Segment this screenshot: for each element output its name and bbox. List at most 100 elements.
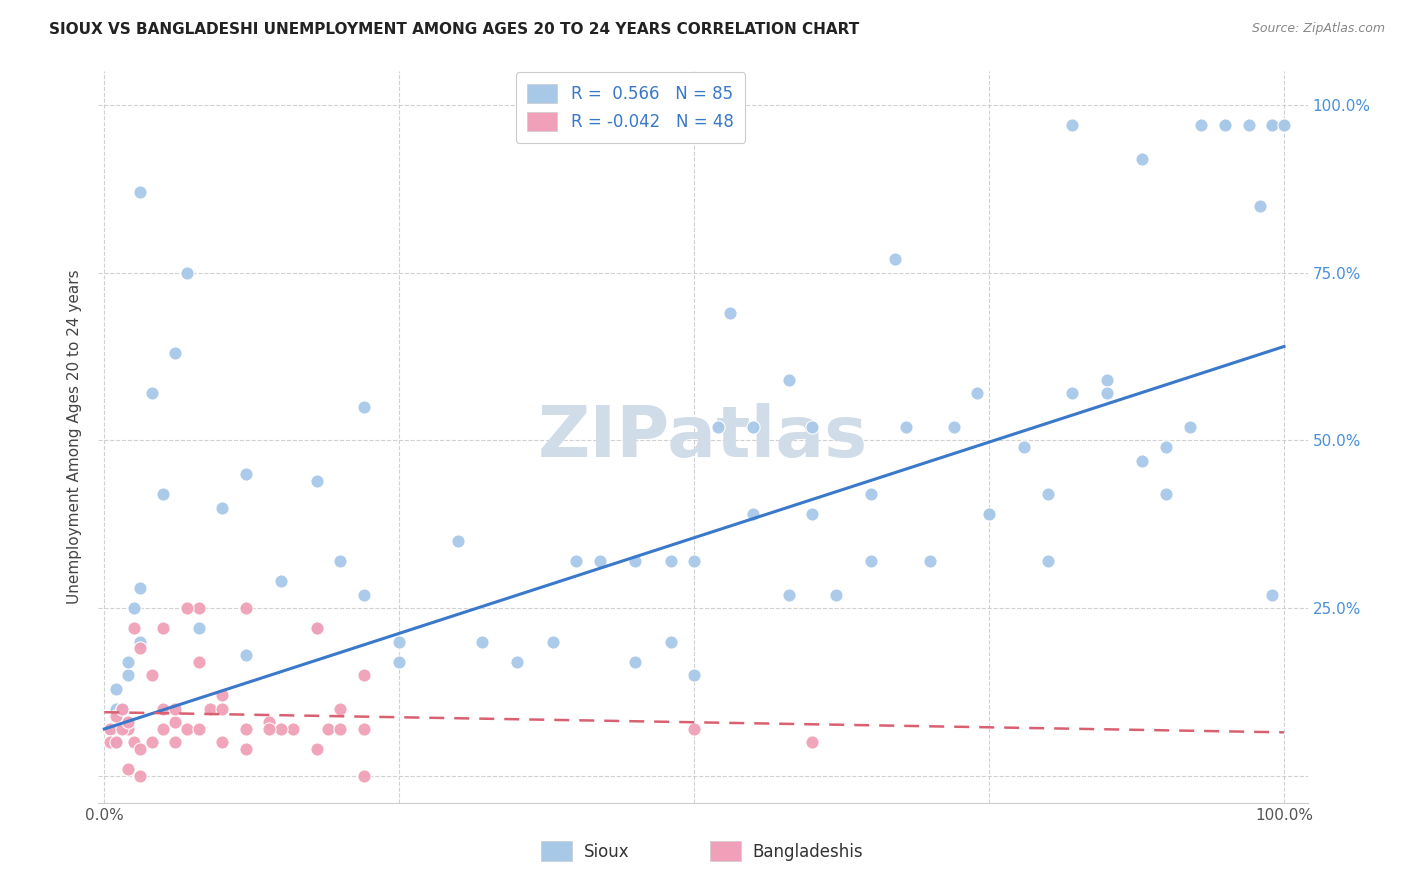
- Point: [98, 722, 121, 736]
- Point: [117, 655, 139, 669]
- Point: [187, 621, 209, 635]
- Point: [1095, 373, 1118, 387]
- Point: [329, 722, 352, 736]
- Point: [1036, 487, 1059, 501]
- Text: Source: ZipAtlas.com: Source: ZipAtlas.com: [1251, 22, 1385, 36]
- Point: [801, 420, 824, 434]
- Point: [111, 702, 134, 716]
- Point: [122, 601, 145, 615]
- Point: [1060, 386, 1083, 401]
- Point: [211, 500, 233, 515]
- Point: [447, 534, 470, 549]
- Point: [329, 554, 352, 568]
- Point: [98, 735, 121, 749]
- Point: [152, 487, 174, 501]
- Point: [860, 554, 883, 568]
- Point: [742, 420, 765, 434]
- Point: [942, 420, 965, 434]
- Point: [1154, 440, 1177, 454]
- Point: [128, 769, 150, 783]
- Point: [176, 601, 198, 615]
- Text: Sioux: Sioux: [583, 843, 628, 861]
- Bar: [710, 841, 741, 861]
- Point: [122, 735, 145, 749]
- Point: [152, 621, 174, 635]
- Point: [235, 467, 257, 481]
- Point: [659, 634, 682, 648]
- Point: [1014, 440, 1036, 454]
- Point: [1154, 487, 1177, 501]
- Text: SIOUX VS BANGLADESHI UNEMPLOYMENT AMONG AGES 20 TO 24 YEARS CORRELATION CHART: SIOUX VS BANGLADESHI UNEMPLOYMENT AMONG …: [49, 22, 859, 37]
- Point: [141, 668, 163, 682]
- Point: [176, 266, 198, 280]
- Point: [683, 722, 706, 736]
- Point: [683, 668, 706, 682]
- Point: [1095, 386, 1118, 401]
- Point: [1272, 118, 1295, 132]
- Point: [187, 601, 209, 615]
- Point: [742, 508, 765, 522]
- Point: [824, 588, 846, 602]
- Point: [111, 722, 134, 736]
- Point: [896, 420, 918, 434]
- Point: [105, 681, 128, 696]
- Point: [128, 634, 150, 648]
- Point: [1213, 118, 1236, 132]
- Point: [1272, 118, 1295, 132]
- Point: [778, 373, 800, 387]
- Point: [165, 715, 187, 730]
- Point: [128, 185, 150, 199]
- Point: [305, 621, 328, 635]
- Point: [801, 508, 824, 522]
- Point: [117, 762, 139, 776]
- Point: [122, 621, 145, 635]
- Point: [353, 588, 375, 602]
- Point: [329, 702, 352, 716]
- Point: [165, 346, 187, 360]
- Point: [801, 735, 824, 749]
- Point: [235, 601, 257, 615]
- Point: [200, 702, 222, 716]
- Point: [152, 702, 174, 716]
- Point: [305, 621, 328, 635]
- Point: [1189, 118, 1212, 132]
- Point: [211, 735, 233, 749]
- Point: [1060, 118, 1083, 132]
- Point: [117, 715, 139, 730]
- Point: [111, 702, 134, 716]
- Point: [117, 715, 139, 730]
- Point: [471, 634, 494, 648]
- Point: [683, 554, 706, 568]
- Point: [128, 641, 150, 656]
- Point: [270, 574, 292, 589]
- Text: Bangladeshis: Bangladeshis: [752, 843, 863, 861]
- Point: [1132, 453, 1154, 467]
- Point: [1272, 118, 1295, 132]
- Bar: [541, 841, 572, 861]
- Point: [259, 715, 281, 730]
- Point: [589, 554, 612, 568]
- Point: [105, 708, 128, 723]
- Point: [305, 742, 328, 756]
- Point: [270, 722, 292, 736]
- Point: [860, 487, 883, 501]
- Point: [541, 634, 564, 648]
- Point: [1261, 118, 1284, 132]
- Point: [141, 386, 163, 401]
- Point: [235, 742, 257, 756]
- Point: [98, 722, 121, 736]
- Point: [1213, 118, 1236, 132]
- Point: [187, 655, 209, 669]
- Point: [353, 769, 375, 783]
- Point: [128, 742, 150, 756]
- Point: [165, 735, 187, 749]
- Point: [128, 581, 150, 595]
- Point: [920, 554, 942, 568]
- Point: [165, 702, 187, 716]
- Point: [977, 508, 1000, 522]
- Point: [883, 252, 905, 267]
- Point: [187, 722, 209, 736]
- Point: [1178, 420, 1201, 434]
- Point: [1036, 554, 1059, 568]
- Point: [235, 648, 257, 662]
